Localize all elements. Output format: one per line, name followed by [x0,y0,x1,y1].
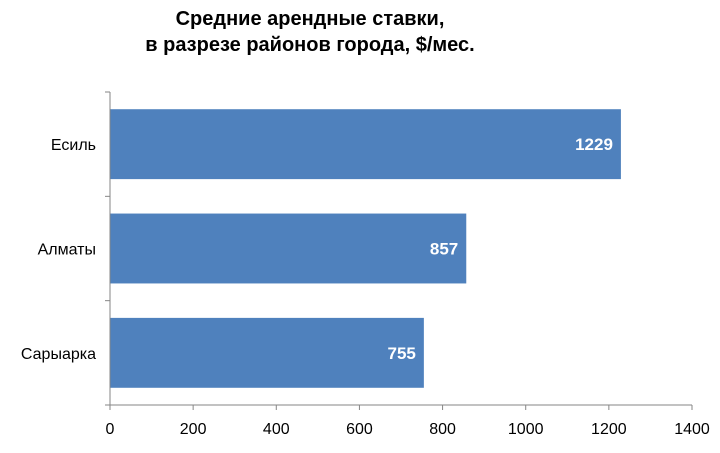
bars-group [110,109,621,388]
category-label: Алматы [38,242,96,259]
x-tick-label: 1200 [591,421,627,438]
data-label: 857 [430,240,458,259]
bar [110,317,424,388]
x-tick-label: 1400 [674,421,710,438]
x-tick-label: 0 [106,421,115,438]
axes-group [105,91,693,410]
category-label: Есиль [51,137,96,154]
data-label: 1229 [575,135,613,154]
x-tick-label: 400 [263,421,290,438]
category-label: Сарыарка [21,346,96,363]
x-tick-label: 800 [429,421,456,438]
labels-group: 1229 Есиль 857 Алматы 755 Сарыарка 0 200 400 600 8… [21,135,710,438]
chart-title: Средние арендные ставки, в разрезе район… [0,6,620,58]
x-tick-label: 600 [346,421,373,438]
data-label: 755 [387,344,415,363]
x-tick-label: 1000 [508,421,544,438]
chart-title-line-1: Средние арендные ставки, [175,8,445,30]
x-tick-label: 200 [180,421,207,438]
chart-title-line-2: в разрезе районов города, $/мес. [145,34,475,56]
bar [110,213,467,284]
bar [110,109,621,180]
